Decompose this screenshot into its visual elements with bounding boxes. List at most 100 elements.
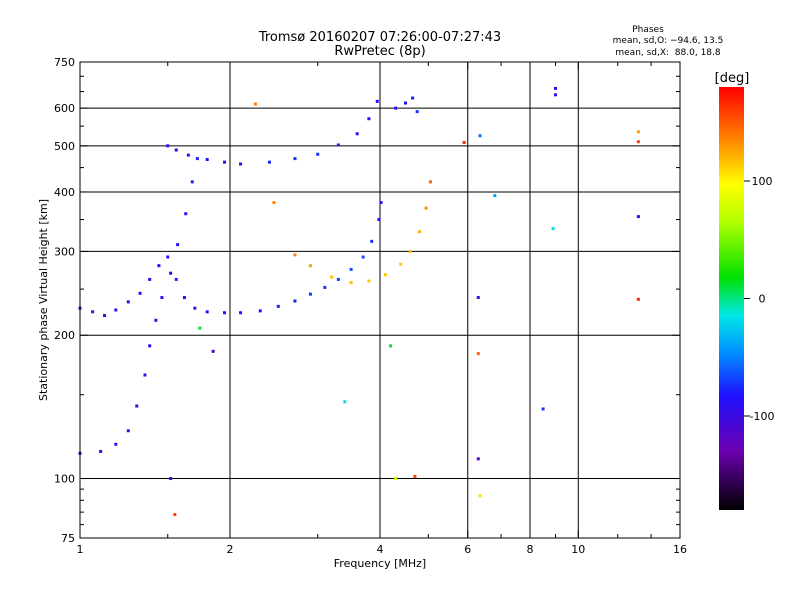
x-tick-label: 16 [673,543,687,556]
echo-point [239,311,242,314]
x-tick-label: 1 [77,543,84,556]
echo-point [196,157,199,160]
echo-point [223,161,226,164]
echo-point [160,296,163,299]
y-tick-label: 750 [54,56,75,69]
echo-point [157,264,160,267]
echo-point [309,293,312,296]
echo-point [350,281,353,284]
echo-point [542,407,545,410]
echo-point [416,110,419,113]
echo-point [330,276,333,279]
echo-point [552,227,555,230]
echo-point [413,475,416,478]
echo-point [394,477,397,480]
echo-point [384,273,387,276]
x-tick-label: 8 [527,543,534,556]
echo-point [143,374,146,377]
echo-point [477,352,480,355]
echo-point [389,344,392,347]
echo-point [477,457,480,460]
echo-point [425,207,428,210]
y-tick-label: 600 [54,102,75,115]
echo-point [148,344,151,347]
echo-point [114,308,117,311]
echo-point [337,143,340,146]
echo-point [377,218,380,221]
echo-point [316,153,319,156]
echo-point [184,212,187,215]
echo-point [198,327,201,330]
echo-point [114,443,117,446]
echo-point [399,263,402,266]
echo-point [169,272,172,275]
echo-point [376,100,379,103]
y-tick-label: 300 [54,245,75,258]
echo-point [411,97,414,100]
colorbar: [deg] 100 0 -100 [715,71,775,510]
echo-point [272,201,275,204]
echo-point [418,230,421,233]
y-tick-label: 200 [54,329,75,342]
chart-subtitle: RwPretec (8p) [334,44,425,59]
echo-point [166,256,169,259]
echo-point [637,215,640,218]
echo-point [223,311,226,314]
echo-point [166,144,169,147]
echo-point [637,130,640,133]
colorbar-tick-label: 0 [759,293,766,306]
echo-point [175,148,178,151]
echo-point [254,103,257,106]
echo-point [479,494,482,497]
echo-point [293,157,296,160]
echo-point [169,477,172,480]
echo-point [356,132,359,135]
echo-point [154,319,157,322]
echo-point [259,309,262,312]
echo-point [309,264,312,267]
y-tick-label: 100 [54,473,75,486]
echo-point [637,298,640,301]
echo-point [350,268,353,271]
echo-point [206,158,209,161]
colorbar-tick-label: 100 [752,175,773,188]
stats-heading: Phases [632,25,664,35]
stats-line-x: mean, sd,X: 88.0, 18.8 [615,48,721,58]
echo-point [493,194,496,197]
echo-point [187,154,190,157]
y-tick-label: 75 [61,532,75,545]
echo-point [477,296,480,299]
x-axis-label: Frequency [MHz] [334,557,426,570]
echo-point [429,180,432,183]
echo-point [554,93,557,96]
echo-point [409,250,412,253]
echo-point [268,161,271,164]
x-tick-label: 10 [571,543,585,556]
stats-line-o: mean, sd,O: −94.6, 13.5 [613,36,724,46]
echo-point [380,201,383,204]
echo-point [91,310,94,313]
echo-point [183,296,186,299]
ionogram-figure: Tromsø 20160207 07:26:00-07:27:43 RwPret… [0,0,800,600]
echo-point [193,307,196,310]
y-tick-label: 400 [54,186,75,199]
y-tick-label: 500 [54,140,75,153]
colorbar-gradient [719,87,744,510]
echo-point [103,314,106,317]
echo-point [367,117,370,120]
echo-point [554,87,557,90]
chart-title: Tromsø 20160207 07:26:00-07:27:43 [258,30,501,45]
echo-point [99,450,102,453]
plot-area: 1 2 4 6 8 10 16 75 100 200 300 400 500 600 750 [54,56,687,556]
echo-point [277,305,280,308]
colorbar-label: [deg] [715,71,750,86]
echo-point [175,278,178,281]
echo-point [173,513,176,516]
echo-point [293,253,296,256]
echo-point [191,180,194,183]
echo-point [206,310,209,313]
echo-point [293,300,296,303]
echo-point [139,292,142,295]
colorbar-tick-label: -100 [750,410,775,423]
echo-point [212,350,215,353]
